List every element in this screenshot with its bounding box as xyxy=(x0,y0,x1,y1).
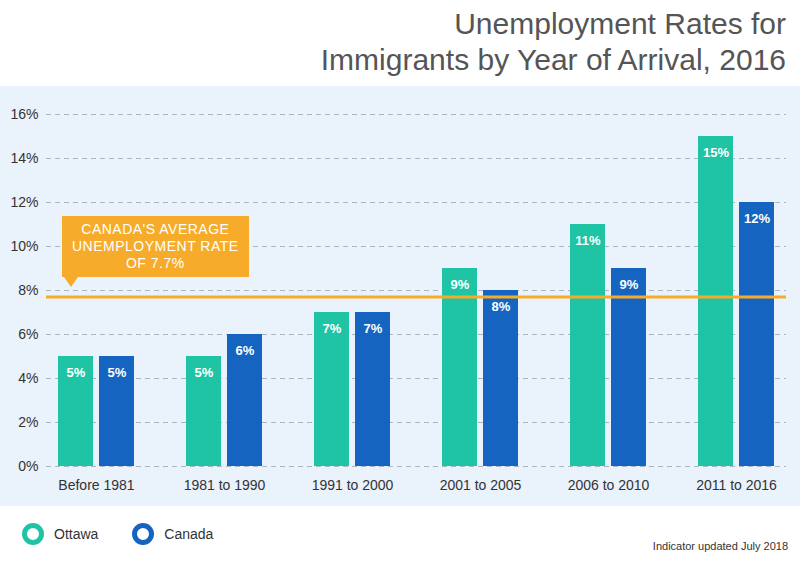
svg-text:11%: 11% xyxy=(575,233,601,248)
svg-text:5%: 5% xyxy=(195,365,214,380)
svg-text:9%: 9% xyxy=(620,277,639,292)
html-text:Indicator updated July 2018: Indicator updated July 2018 xyxy=(652,540,788,552)
svg-text:16%: 16% xyxy=(10,106,38,122)
html-text:OF 7.7%: OF 7.7% xyxy=(126,254,185,271)
svg-text:1991 to 2000: 1991 to 2000 xyxy=(312,477,394,493)
svg-text:14%: 14% xyxy=(10,150,38,166)
svg-text:10%: 10% xyxy=(10,238,38,254)
svg-text:7%: 7% xyxy=(364,321,383,336)
svg-text:12%: 12% xyxy=(10,194,38,210)
svg-text:8%: 8% xyxy=(492,299,511,314)
svg-text:8%: 8% xyxy=(18,282,38,298)
html-text:Unemployment Rates for Immigra: Unemployment Rates for Immigrants by Yea… xyxy=(320,7,786,76)
svg-text:7%: 7% xyxy=(323,321,342,336)
svg-text:0%: 0% xyxy=(18,458,38,474)
svg-text:1981 to 1990: 1981 to 1990 xyxy=(184,477,266,493)
svg-text:5%: 5% xyxy=(67,365,86,380)
html-text:Canada: Canada xyxy=(164,526,214,542)
svg-text:6%: 6% xyxy=(18,326,38,342)
svg-text:12%: 12% xyxy=(744,211,770,226)
html-text:UNEMPLOYMENT RATE: UNEMPLOYMENT RATE xyxy=(72,237,239,254)
html-text:Ottawa: Ottawa xyxy=(54,526,99,542)
svg-text:15%: 15% xyxy=(703,145,729,160)
svg-text:2%: 2% xyxy=(18,414,38,430)
svg-text:9%: 9% xyxy=(451,277,470,292)
html-text:CANADA'S AVERAGE: CANADA'S AVERAGE xyxy=(81,220,230,237)
svg-text:2006 to 2010: 2006 to 2010 xyxy=(568,477,650,493)
svg-text:5%: 5% xyxy=(108,365,127,380)
svg-text:Before 1981: Before 1981 xyxy=(58,477,134,493)
svg-text:2001 to 2005: 2001 to 2005 xyxy=(440,477,522,493)
svg-text:6%: 6% xyxy=(236,343,255,358)
svg-text:4%: 4% xyxy=(18,370,38,386)
svg-text:2011 to 2016: 2011 to 2016 xyxy=(696,477,777,493)
